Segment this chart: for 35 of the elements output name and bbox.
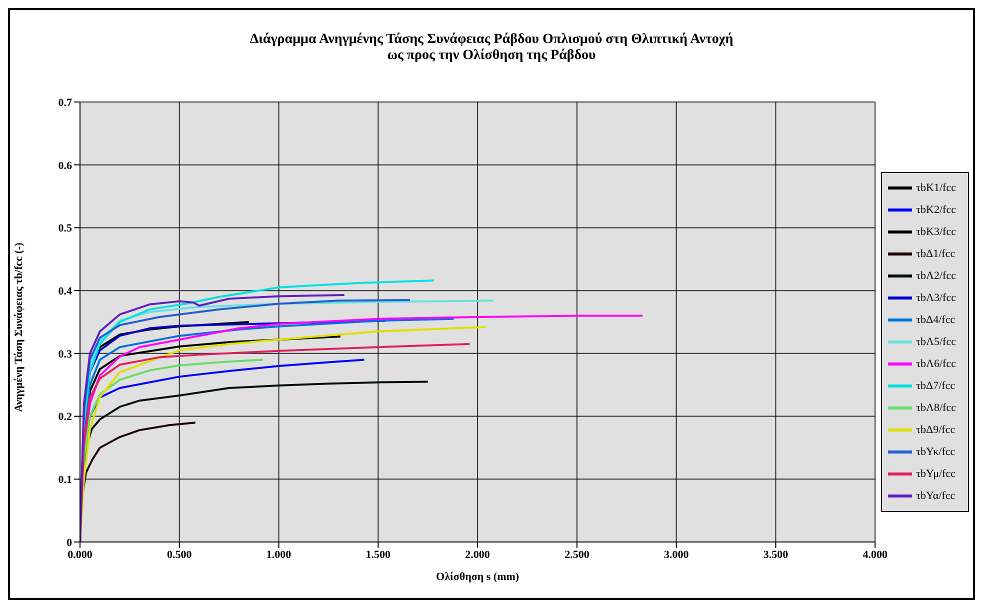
legend-label: τbΛ6/fcc: [916, 356, 956, 372]
y-tick-label: 0.5: [58, 222, 72, 235]
x-tick-label: 2.500: [564, 548, 590, 561]
y-tick-label: 0.4: [58, 285, 72, 298]
x-tick-label: 0.000: [68, 548, 93, 561]
x-tick-label: 1.500: [366, 548, 392, 561]
y-tick-label: 0.7: [58, 96, 72, 109]
legend-label: τbK2/fcc: [916, 202, 956, 218]
y-tick-label: 0.6: [58, 160, 72, 172]
legend-label: τbK3/fcc: [916, 224, 956, 240]
x-tick-label: 0.500: [167, 548, 192, 561]
y-tick-label: 0.2: [58, 411, 72, 424]
legend-label: τbK1/fcc: [916, 180, 956, 196]
x-tick-label: 4.000: [862, 548, 888, 561]
x-tick-label: 1.000: [266, 548, 292, 561]
legend-label: τbΥα/fcc: [916, 488, 956, 504]
legend-label: τbΛ2/fcc: [916, 268, 956, 284]
y-tick-label: 0.1: [58, 474, 72, 486]
y-axis-title: Ανηγμένη Τάση Συνάφειας τb/fcc (-): [12, 242, 25, 412]
y-tick-label: 0.3: [58, 348, 72, 360]
legend-label: τbΥκ/fcc: [916, 444, 956, 460]
legend-label: τbΔ4/fcc: [916, 312, 956, 328]
legend-label: τbΛ8/fcc: [916, 400, 956, 416]
legend-label: τbΛ3/fcc: [916, 290, 956, 306]
x-tick-label: 2.000: [465, 548, 490, 561]
legend-label: τbΔ7/fcc: [916, 378, 956, 394]
legend-label: τbΥμ/fcc: [916, 466, 956, 482]
chart-title: Διάγραμμα Ανηγμένης Τάσης Συνάφειας Ράβδου Οπλισμού στη Θλιπτική Αντοχή ως προς την Ολίσθηση της Ράβδου: [248, 32, 734, 64]
x-tick-label: 3.000: [664, 548, 690, 561]
legend-label: τbΔ1/fcc: [916, 246, 956, 262]
legend-label: τbΛ5/fcc: [916, 334, 956, 350]
x-tick-label: 3.500: [763, 548, 789, 561]
x-axis-title: Ολίσθηση s (mm): [436, 571, 520, 583]
legend-label: τbΔ9/fcc: [916, 422, 956, 438]
y-tick-label: 0: [66, 536, 72, 549]
